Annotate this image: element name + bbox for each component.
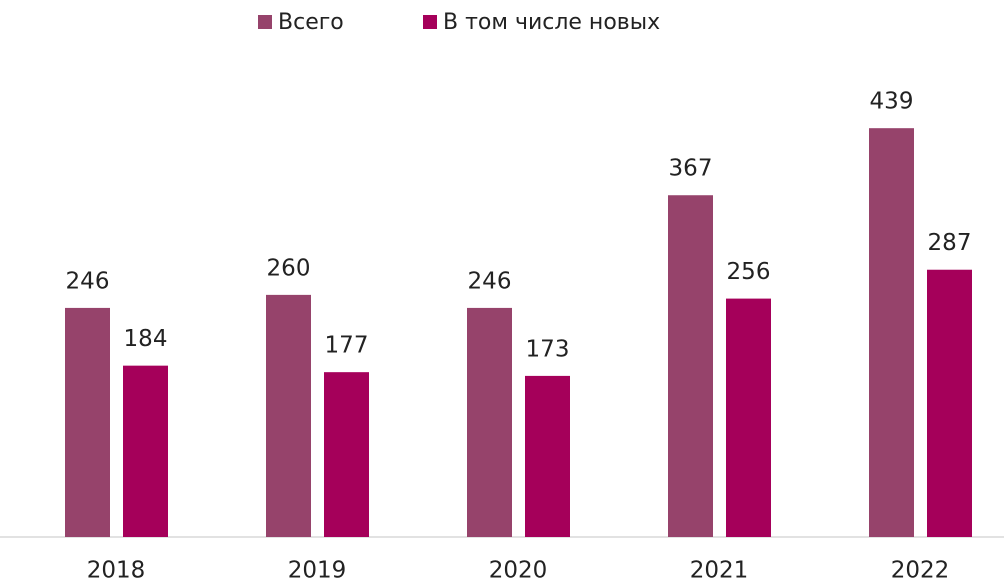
value-label: 184 xyxy=(124,326,168,352)
value-label: 287 xyxy=(928,230,972,256)
bar xyxy=(467,307,512,537)
legend-swatch xyxy=(423,15,437,29)
bar xyxy=(668,195,713,537)
value-label: 246 xyxy=(66,268,110,294)
x-tick-label: 2020 xyxy=(489,558,548,583)
x-tick-label: 2019 xyxy=(288,558,347,583)
bar xyxy=(123,365,168,537)
value-label: 260 xyxy=(267,255,311,281)
value-label: 177 xyxy=(325,333,369,359)
bar xyxy=(324,372,369,537)
bar xyxy=(927,269,972,537)
bar xyxy=(869,128,914,537)
x-tick-label: 2021 xyxy=(690,558,749,583)
bar xyxy=(525,375,570,537)
bar xyxy=(266,294,311,537)
value-label: 439 xyxy=(870,89,914,115)
legend-label: В том числе новых xyxy=(443,10,660,35)
legend-label: Всего xyxy=(278,10,344,35)
value-label: 246 xyxy=(468,268,512,294)
value-label: 173 xyxy=(526,336,570,362)
bar xyxy=(65,307,110,537)
legend-swatch xyxy=(258,15,272,29)
x-tick-label: 2022 xyxy=(891,558,950,583)
value-label: 367 xyxy=(669,156,713,182)
value-label: 256 xyxy=(727,259,771,285)
x-tick-label: 2018 xyxy=(87,558,146,583)
bar xyxy=(726,298,771,537)
